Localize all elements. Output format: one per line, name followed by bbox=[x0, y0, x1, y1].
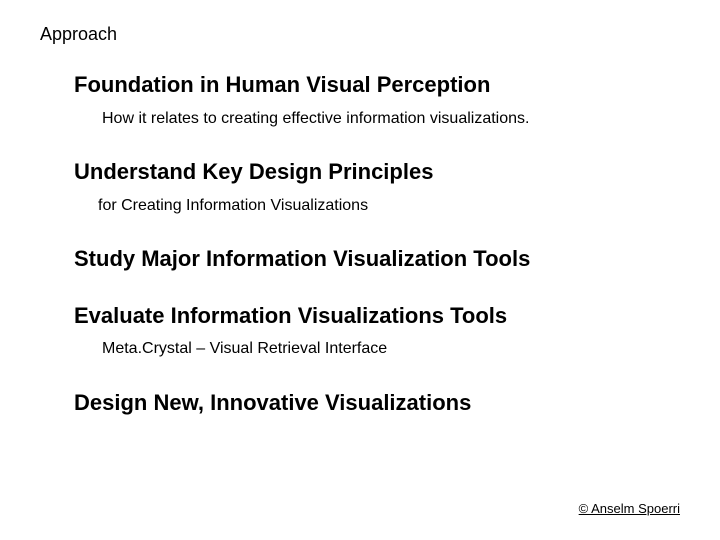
section-1-sub: How it relates to creating effective inf… bbox=[102, 108, 680, 130]
section-4: Evaluate Information Visualizations Tool… bbox=[74, 302, 680, 361]
section-3: Study Major Information Visualization To… bbox=[74, 245, 680, 274]
section-2-sub: for Creating Information Visualizations bbox=[98, 195, 680, 217]
section-2-heading: Understand Key Design Principles bbox=[74, 158, 680, 187]
section-3-heading: Study Major Information Visualization To… bbox=[74, 245, 680, 274]
section-2: Understand Key Design Principles for Cre… bbox=[74, 158, 680, 217]
section-5: Design New, Innovative Visualizations bbox=[74, 389, 680, 418]
slide: Approach Foundation in Human Visual Perc… bbox=[0, 0, 720, 540]
section-1-heading: Foundation in Human Visual Perception bbox=[74, 71, 680, 100]
slide-title: Approach bbox=[40, 24, 680, 45]
section-4-heading: Evaluate Information Visualizations Tool… bbox=[74, 302, 680, 331]
section-5-heading: Design New, Innovative Visualizations bbox=[74, 389, 680, 418]
footer-credit: © Anselm Spoerri bbox=[579, 501, 680, 516]
section-4-sub: Meta.Crystal – Visual Retrieval Interfac… bbox=[102, 338, 680, 360]
section-1: Foundation in Human Visual Perception Ho… bbox=[74, 71, 680, 130]
